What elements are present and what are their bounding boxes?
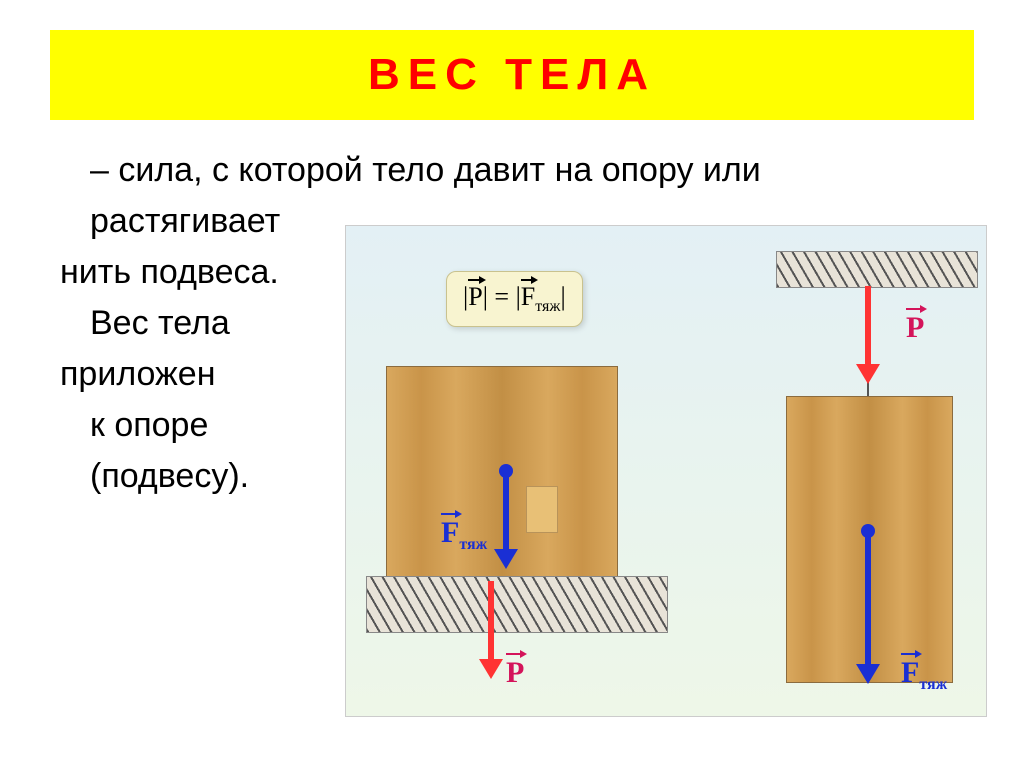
left-small-block [526, 486, 558, 533]
right-ceiling [776, 251, 978, 288]
formula-rsub: тяж [535, 298, 560, 315]
formula-box: |P| = |Fтяж| [446, 271, 583, 327]
formula-rhs: F [521, 282, 535, 311]
diagram: |P| = |Fтяж| Fтяж P [345, 225, 987, 717]
title-bar: ВЕС ТЕЛА [50, 30, 974, 120]
slide: ВЕС ТЕЛА – сила, с которой тело давит на… [0, 0, 1024, 768]
formula-eq: = [488, 282, 516, 311]
formula-lhs: P [468, 282, 482, 311]
right-P-label: P [906, 311, 924, 345]
body-line-1: – сила, с которой тело давит на опору ил… [60, 145, 960, 196]
right-F-label: Fтяж [901, 656, 947, 694]
left-P-label: P [506, 656, 524, 690]
left-F-label: Fтяж [441, 516, 487, 554]
slide-title: ВЕС ТЕЛА [368, 50, 656, 100]
left-support [366, 576, 668, 633]
